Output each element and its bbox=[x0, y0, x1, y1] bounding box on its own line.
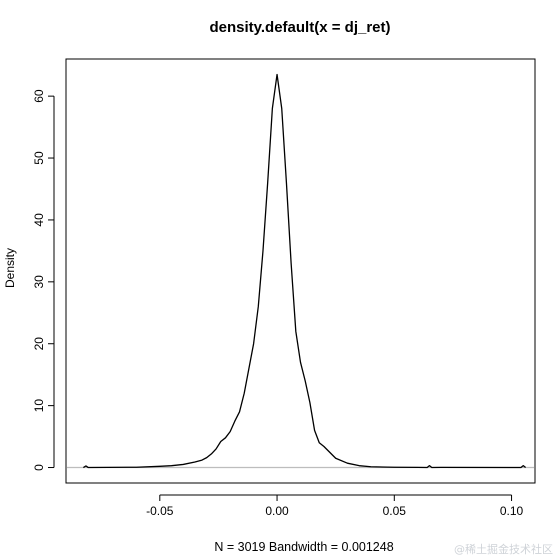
density-point bbox=[205, 456, 208, 459]
density-point bbox=[510, 466, 513, 469]
watermark: @稀土掘金技术社区 bbox=[454, 542, 553, 556]
density-point bbox=[224, 436, 227, 439]
density-point bbox=[322, 445, 325, 448]
y-tick-label: 10 bbox=[32, 399, 46, 413]
density-point bbox=[393, 466, 396, 469]
density-point bbox=[247, 367, 250, 370]
plot-area bbox=[65, 58, 536, 484]
density-point bbox=[200, 458, 203, 461]
density-point bbox=[266, 181, 269, 184]
density-point bbox=[193, 460, 196, 463]
density-point bbox=[290, 262, 293, 265]
density-point bbox=[238, 410, 241, 413]
density-point bbox=[430, 466, 433, 469]
density-point bbox=[308, 401, 311, 404]
density-point bbox=[214, 447, 217, 450]
x-tick-label: 0.10 bbox=[500, 504, 524, 518]
density-point bbox=[304, 379, 307, 382]
density-point bbox=[271, 107, 274, 110]
density-point bbox=[158, 465, 161, 468]
density-point bbox=[318, 441, 321, 444]
x-axis: -0.05 0.00 0.05 0.10 bbox=[146, 494, 524, 518]
x-tick-label: 0.00 bbox=[265, 504, 289, 518]
y-tick-label: 0 bbox=[32, 464, 46, 471]
y-tick-label: 40 bbox=[32, 213, 46, 227]
density-point bbox=[243, 392, 246, 395]
density-point bbox=[182, 463, 185, 466]
y-tick-label: 30 bbox=[32, 275, 46, 289]
density-point bbox=[135, 466, 138, 469]
density-point bbox=[280, 107, 283, 110]
density-point bbox=[358, 464, 361, 467]
density-point bbox=[294, 330, 297, 333]
density-point bbox=[334, 457, 337, 460]
density-point bbox=[219, 440, 222, 443]
density-point bbox=[440, 466, 443, 469]
y-tick-label: 20 bbox=[32, 337, 46, 351]
density-point bbox=[369, 465, 372, 468]
density-point bbox=[346, 462, 349, 465]
y-axis: 0 10 20 30 40 50 60 bbox=[32, 89, 55, 471]
density-point bbox=[257, 305, 260, 308]
density-curve bbox=[83, 73, 527, 469]
y-tick-label: 50 bbox=[32, 151, 46, 165]
density-point bbox=[252, 342, 255, 345]
density-point bbox=[229, 430, 232, 433]
density-point bbox=[210, 452, 213, 455]
y-tick-label: 60 bbox=[32, 89, 46, 103]
density-point bbox=[87, 466, 90, 469]
x-axis-label: N = 3019 Bandwidth = 0.001248 bbox=[214, 540, 393, 554]
x-tick-label: -0.05 bbox=[146, 504, 174, 518]
density-point bbox=[313, 429, 316, 432]
density-point bbox=[524, 466, 527, 469]
density-point bbox=[261, 249, 264, 252]
x-tick-label: 0.05 bbox=[383, 504, 407, 518]
plot-frame bbox=[65, 58, 536, 484]
y-axis-label: Density bbox=[3, 248, 17, 288]
chart-title: density.default(x = dj_ret) bbox=[209, 19, 390, 36]
density-point bbox=[233, 420, 236, 423]
density-point bbox=[170, 464, 173, 467]
density-point bbox=[285, 181, 288, 184]
density-point bbox=[275, 73, 278, 76]
density-point bbox=[299, 361, 302, 364]
density-point bbox=[416, 466, 419, 469]
